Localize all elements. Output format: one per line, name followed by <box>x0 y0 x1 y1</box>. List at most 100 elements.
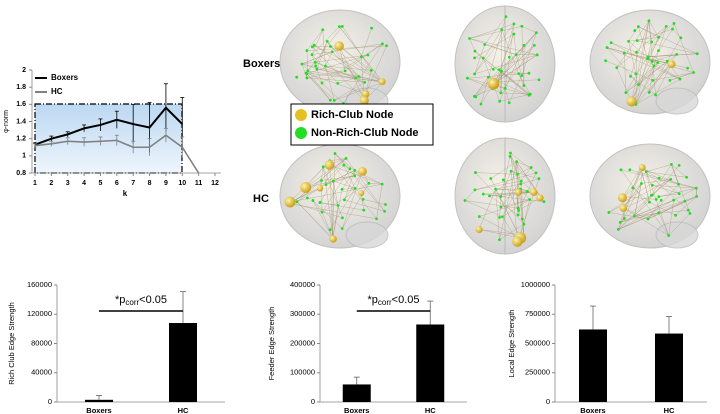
edge <box>306 50 309 71</box>
y-tick-label: 1.8 <box>16 84 26 91</box>
node <box>646 55 650 59</box>
node <box>622 51 626 55</box>
edge <box>306 73 335 101</box>
node <box>324 183 328 187</box>
rich-node <box>324 160 335 170</box>
node <box>527 71 531 75</box>
node <box>654 93 657 97</box>
node <box>512 32 516 36</box>
edge <box>631 20 650 102</box>
edge <box>501 70 519 74</box>
node <box>333 152 337 155</box>
annotation-part: <0.05 <box>392 294 420 306</box>
annotation-sub: corr <box>125 298 139 307</box>
edge <box>499 161 517 240</box>
node <box>380 182 384 186</box>
node <box>616 228 620 231</box>
node <box>664 25 668 28</box>
edge <box>334 82 365 101</box>
node <box>624 91 628 95</box>
node <box>522 43 526 47</box>
node <box>537 78 541 82</box>
edge <box>332 153 336 240</box>
edge <box>510 152 518 175</box>
rich-node <box>359 95 369 106</box>
node <box>477 215 481 218</box>
edge <box>339 45 372 71</box>
y-tick-label: 200000 <box>290 338 315 347</box>
node <box>657 49 660 53</box>
node <box>340 227 344 230</box>
edge <box>363 199 386 205</box>
node <box>686 66 690 70</box>
node <box>488 194 491 198</box>
node <box>501 178 505 182</box>
edge <box>376 184 383 219</box>
edge <box>325 66 335 101</box>
edge <box>503 179 523 220</box>
node <box>363 80 367 84</box>
edge <box>306 54 368 74</box>
edge <box>652 72 694 81</box>
node <box>516 172 519 176</box>
edge <box>651 164 672 196</box>
node <box>479 102 483 106</box>
y-tick-label: 1000000 <box>521 280 550 289</box>
y-tick-label: 120000 <box>27 309 52 318</box>
y-tick-label: 160000 <box>27 280 52 289</box>
edge <box>469 38 476 52</box>
node <box>481 192 485 196</box>
node <box>657 195 661 199</box>
rich-node <box>529 188 538 196</box>
edge <box>289 201 343 219</box>
edge <box>500 71 502 93</box>
edge <box>634 165 680 217</box>
node <box>628 168 632 172</box>
node <box>343 69 347 73</box>
node <box>321 165 325 169</box>
edge <box>345 158 385 212</box>
cerebellum <box>345 221 389 249</box>
edge <box>469 23 514 39</box>
node <box>520 74 524 78</box>
node <box>354 76 358 80</box>
edge <box>625 195 652 209</box>
edge <box>493 54 538 84</box>
node <box>665 59 669 63</box>
node <box>650 60 654 63</box>
edge <box>652 185 697 189</box>
edge <box>605 60 653 81</box>
node <box>677 192 681 196</box>
rich-node <box>536 194 544 202</box>
node <box>657 176 661 180</box>
edge <box>474 23 515 75</box>
edge <box>647 184 679 220</box>
node <box>306 196 309 200</box>
edge <box>646 164 672 172</box>
node <box>629 74 632 78</box>
node <box>504 15 508 19</box>
edge <box>509 75 522 103</box>
edge <box>342 26 372 71</box>
rich-node <box>284 196 296 208</box>
annotation-part: *p <box>115 294 125 306</box>
node <box>357 75 361 78</box>
edge <box>332 51 356 78</box>
node <box>342 163 346 167</box>
bar <box>169 323 197 402</box>
rich-node <box>667 60 676 69</box>
node <box>311 199 315 202</box>
edge <box>675 196 697 216</box>
edge <box>509 156 521 185</box>
node <box>312 43 316 47</box>
edge <box>315 62 356 78</box>
edge <box>628 37 659 42</box>
node <box>537 177 541 181</box>
node <box>337 25 341 29</box>
edge <box>474 44 485 75</box>
node <box>522 84 526 88</box>
node <box>607 211 611 214</box>
x-tick-label: 3 <box>66 180 70 187</box>
node <box>659 198 663 202</box>
edge <box>647 26 667 59</box>
